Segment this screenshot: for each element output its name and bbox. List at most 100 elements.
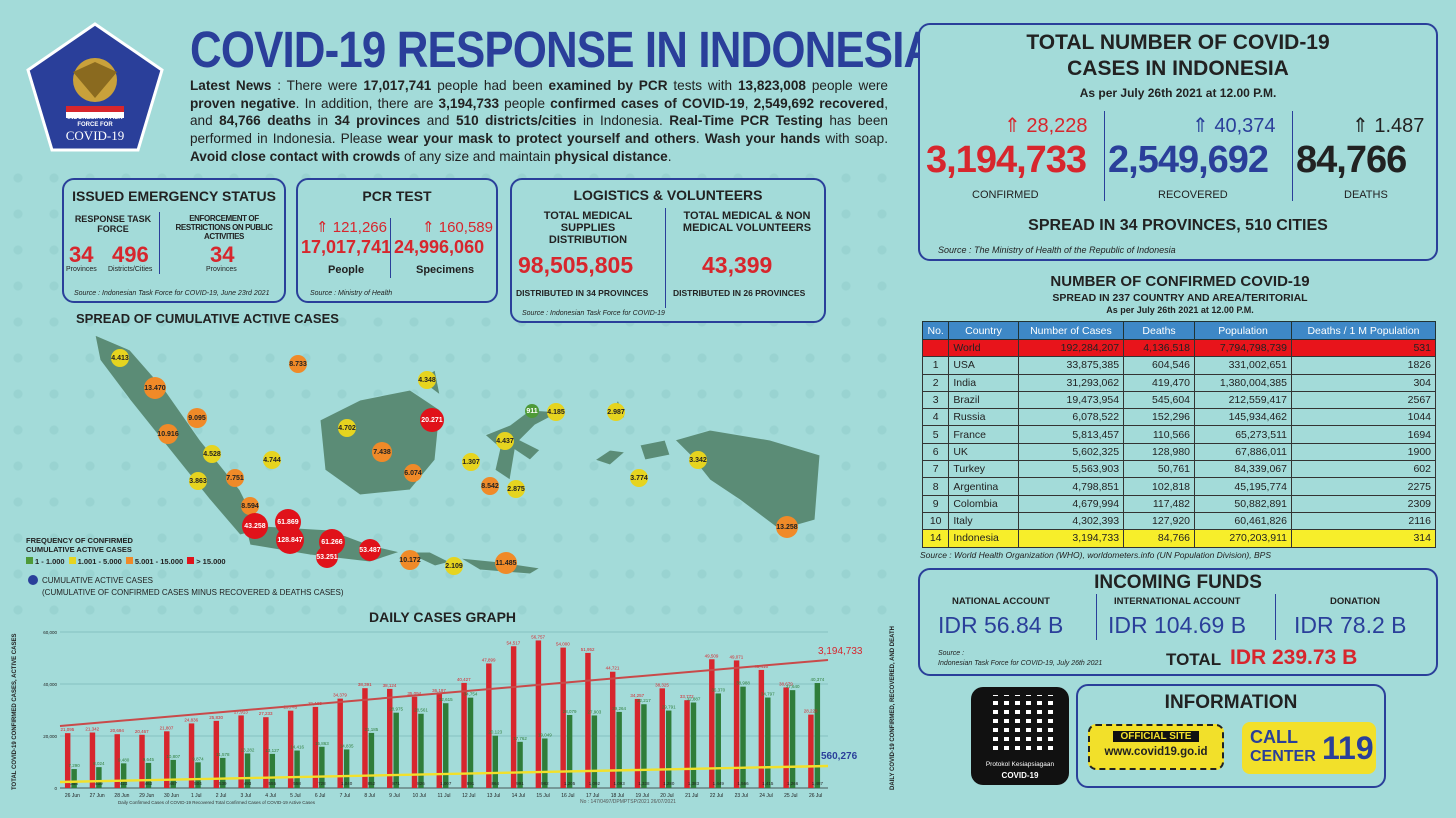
- map-legend-item: 5.001 - 15.000: [125, 557, 183, 566]
- funds-source-1: Source :: [938, 650, 965, 657]
- confirmed-bar: [808, 714, 814, 788]
- map-bubble: 43.258: [242, 513, 268, 539]
- table-cell: 1044: [1290, 408, 1437, 427]
- confirmed-value: 3,194,733: [926, 139, 1087, 181]
- recovered-data-label: 8,024: [93, 761, 105, 766]
- map-legend-item: 1.001 - 5.000: [68, 557, 122, 566]
- table-cell: 419,470: [1123, 373, 1196, 392]
- y-tick-label: 20,000: [43, 734, 57, 739]
- table-row: 7 Turkey 5,563,903 50,761 84,339,067 602: [921, 460, 1437, 479]
- recovered-data-label: 38,988: [736, 681, 750, 686]
- total-confirmed-label: 3,194,733: [818, 646, 863, 657]
- confirmed-bar: [89, 732, 96, 788]
- table-cell: Turkey: [948, 460, 1019, 479]
- pcr-people-label: People: [328, 264, 365, 276]
- confirmed-bar: [436, 693, 443, 788]
- map-legend-item: > 15.000: [187, 557, 226, 566]
- emergency-status-card: ISSUED EMERGENCY STATUS RESPONSE TASK FO…: [62, 178, 286, 303]
- supplies-sub: DISTRIBUTED IN 34 PROVINCES: [516, 288, 649, 298]
- chart-legend: Daily Confirmed Cases of COVID-19 Recove…: [118, 800, 315, 805]
- recovered-bar: [244, 753, 251, 788]
- x-tick-label: 17 Jul: [586, 793, 599, 799]
- official-site-button[interactable]: OFFICIAL SITE www.covid19.go.id: [1088, 724, 1224, 770]
- qr-card[interactable]: Protokol Kesiapsiagaan COVID-19: [971, 687, 1069, 785]
- confirmed-data-label: 44,721: [606, 666, 620, 671]
- confirmed-bar: [164, 731, 170, 788]
- totals-title-2: CASES IN INDONESIA: [1067, 57, 1289, 80]
- recovered-data-label: 19,049: [538, 732, 552, 737]
- confirmed-data-label: 27,913: [234, 709, 248, 714]
- confirmed-bar: [188, 723, 195, 788]
- table-cell: UK: [948, 442, 1019, 462]
- table-cell: 531: [1290, 338, 1437, 358]
- pcr-test-card: PCR TEST ⇑ 121,266 ⇑ 160,589 17,017,741 …: [296, 178, 498, 303]
- table-cell: 33,875,385: [1017, 356, 1125, 375]
- recovered-bar: [96, 767, 102, 788]
- deaths-label: DEATHS: [1344, 189, 1388, 201]
- x-tick-label: 24 Jul: [759, 793, 772, 799]
- world-source: Source : World Health Organization (WHO)…: [920, 550, 1271, 560]
- confirmed-data-label: 38,325: [655, 682, 669, 687]
- deaths-value: 84,766: [1296, 139, 1407, 181]
- recovered-data-label: 14,835: [340, 743, 354, 748]
- table-header: Population: [1194, 321, 1292, 340]
- table-cell: 31,293,062: [1017, 373, 1125, 392]
- table-row: 9 Colombia 4,679,994 117,482 50,882,891 2309: [921, 494, 1437, 513]
- map-bubble: 3.863: [189, 472, 207, 490]
- confirmed-data-label: 51,952: [581, 647, 595, 652]
- recovered-bar: [294, 750, 300, 788]
- death-data-label: 826: [417, 781, 425, 786]
- logistics-source: Source : Indonesian Task Force for COVID…: [522, 310, 665, 317]
- table-cell: 331,002,651: [1194, 356, 1292, 375]
- death-data-label: 504: [194, 781, 202, 786]
- confirmed-bar: [634, 698, 641, 788]
- call-center-button[interactable]: CALL CENTER 119: [1242, 722, 1376, 774]
- recovered-data-label: 9,480: [118, 757, 130, 762]
- confirmed-bar: [411, 696, 418, 788]
- table-cell: 7: [921, 460, 950, 479]
- confirmed-bar: [337, 698, 343, 788]
- logo-text-2: FORCE FOR: [77, 122, 113, 128]
- map-bubble: 20.271: [420, 408, 444, 432]
- table-cell: 3: [921, 390, 950, 410]
- confirmed-bar: [585, 652, 591, 788]
- x-tick-label: 26 Jun: [65, 793, 80, 799]
- table-cell: 4,679,994: [1017, 494, 1125, 513]
- table-row: 8 Argentina 4,798,851 102,818 45,195,774 2275: [921, 477, 1437, 496]
- table-row: 5 France 5,813,457 110,566 65,273,511 1694: [921, 425, 1437, 444]
- table-cell: 102,818: [1123, 477, 1196, 496]
- table-cell: 45,195,774: [1194, 477, 1292, 496]
- table-cell: 67,886,011: [1194, 442, 1292, 462]
- map-note: CUMULATIVE ACTIVE CASES (CUMULATIVE OF C…: [28, 575, 344, 597]
- recovered-data-label: 28,079: [563, 709, 577, 714]
- x-tick-label: 26 Jul: [809, 793, 822, 799]
- x-tick-label: 25 Jul: [784, 793, 797, 799]
- districts-value: 496: [112, 242, 149, 267]
- map-legend-title-2: CUMULATIVE ACTIVE CASES: [26, 545, 132, 554]
- confirmed-bar: [387, 688, 393, 788]
- confirmed-bar: [263, 717, 269, 788]
- information-card: INFORMATION OFFICIAL SITE www.covid19.go…: [1076, 684, 1386, 788]
- right-y-axis-label: DAILY COVID-19 CONFIRMED, RECOVERED, AND…: [890, 625, 896, 790]
- recovered-data-label: 32,615: [439, 697, 453, 702]
- table-cell: 2116: [1290, 511, 1437, 531]
- table-cell: Argentina: [948, 477, 1019, 496]
- recovered-data-label: 28,561: [414, 708, 428, 713]
- death-data-label: 423: [120, 781, 128, 786]
- recovered-bar: [789, 690, 796, 788]
- death-data-label: 1,449: [713, 781, 725, 786]
- death-data-label: 558: [293, 781, 301, 786]
- map-bubble: 53.487: [359, 539, 381, 561]
- confirmed-data-label: 21,807: [160, 725, 174, 730]
- confirmed-data-label: 54,517: [506, 640, 520, 645]
- confirmed-data-label: 38,124: [383, 683, 397, 688]
- recovered-data-label: 10,807: [166, 754, 180, 759]
- official-site-url: www.covid19.go.id: [1104, 746, 1208, 758]
- totals-source: Source : The Ministry of Health of the R…: [938, 245, 1176, 255]
- x-tick-label: 23 Jul: [735, 793, 748, 799]
- recovered-data-label: 13,127: [265, 748, 279, 753]
- x-tick-label: 7 Jul: [340, 793, 351, 799]
- table-cell: 65,273,511: [1194, 425, 1292, 444]
- map-legend-title-1: FREQUENCY OF CONFIRMED: [26, 536, 133, 545]
- table-cell: 545,604: [1123, 390, 1196, 410]
